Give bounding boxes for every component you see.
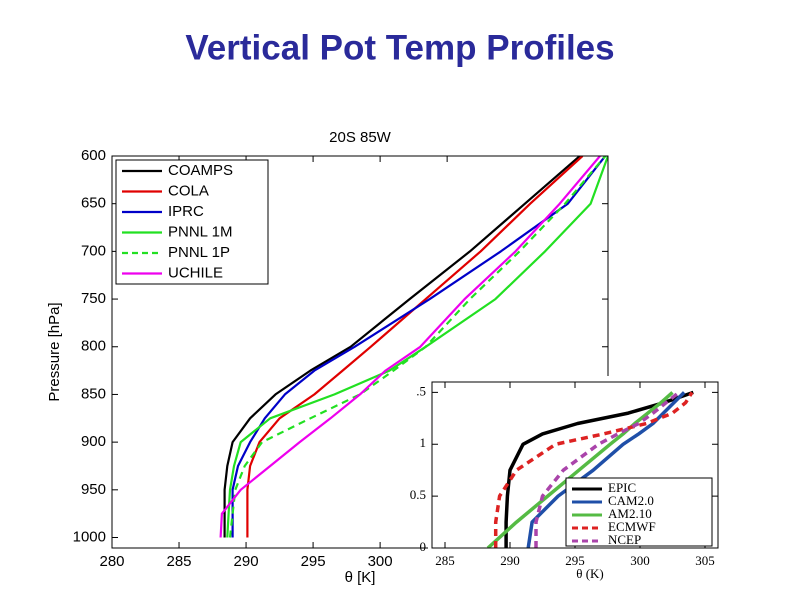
plot-lines xyxy=(219,156,608,538)
legend-label: CAM2.0 xyxy=(608,493,654,508)
series-line xyxy=(226,156,608,538)
legend-label: ECMWF xyxy=(608,519,656,534)
x-tick-label: 290 xyxy=(234,553,259,570)
x-tick-label: 300 xyxy=(630,553,650,568)
y-tick-label: 600 xyxy=(81,147,106,164)
y-tick-label: 650 xyxy=(81,195,106,212)
legend-box xyxy=(115,159,269,285)
legend-label: PNNL 1P xyxy=(168,244,230,261)
x-axis-label: θ [K] xyxy=(345,569,376,586)
series-line xyxy=(493,391,694,548)
y-tick-label: 1000 xyxy=(73,528,106,545)
legend-label: UCHILE xyxy=(168,264,223,281)
x-tick-label: 295 xyxy=(565,553,585,568)
x-tick-label: 280 xyxy=(99,553,124,570)
plot-frame xyxy=(431,381,719,549)
legend-label: EPIC xyxy=(608,480,636,495)
legend-label: AM2.10 xyxy=(608,506,652,521)
series-line xyxy=(526,391,686,548)
y-tick-label: 800 xyxy=(81,338,106,355)
y-tick-label: 950 xyxy=(81,481,106,498)
x-tick-label: 300 xyxy=(368,553,393,570)
series-line xyxy=(486,391,674,548)
series-line xyxy=(246,156,584,538)
chart: 20S 85W θ [K] Pressure [hPa] 280 285 290 295 30… xyxy=(46,129,609,586)
x-tick-label: 290 xyxy=(500,553,520,568)
series-line xyxy=(231,156,607,538)
y-tick-label: .5 xyxy=(416,383,426,398)
plot-lines xyxy=(486,390,694,548)
x-tick-label: 295 xyxy=(301,553,326,570)
plot-frame xyxy=(111,155,609,549)
series-line xyxy=(504,390,694,548)
y-tick-label: 750 xyxy=(81,290,106,307)
y-tick-label: 700 xyxy=(81,242,106,259)
y-tick-label: 0 xyxy=(420,539,427,554)
series-line xyxy=(534,391,681,548)
legend-label: PNNL 1M xyxy=(168,223,232,240)
legend-label: NCEP xyxy=(608,532,641,547)
y-tick-label: 1 xyxy=(420,435,427,450)
x-tick-label: 285 xyxy=(435,553,455,568)
legend-label: COAMPS xyxy=(168,162,233,179)
chart-title: 20S 85W xyxy=(329,129,392,146)
series-line xyxy=(223,156,581,538)
slide-title: Vertical Pot Temp Profiles xyxy=(185,28,614,67)
y-axis-label: Pressure [hPa] xyxy=(46,302,63,401)
x-tick-label: 285 xyxy=(167,553,192,570)
y-tick-label: 0.5 xyxy=(410,487,426,502)
legend-label: COLA xyxy=(168,182,209,199)
chart: θ (K) 285 290 295 300 305 0 0.5 1 .5 EPICCAM2.0AM2… xyxy=(410,376,724,594)
x-axis-label: θ (K) xyxy=(576,566,604,581)
y-tick-label: 900 xyxy=(81,433,106,450)
y-tick-label: 850 xyxy=(81,385,106,402)
x-tick-label: 305 xyxy=(695,553,715,568)
series-line xyxy=(219,156,601,538)
legend-label: IPRC xyxy=(168,203,204,220)
